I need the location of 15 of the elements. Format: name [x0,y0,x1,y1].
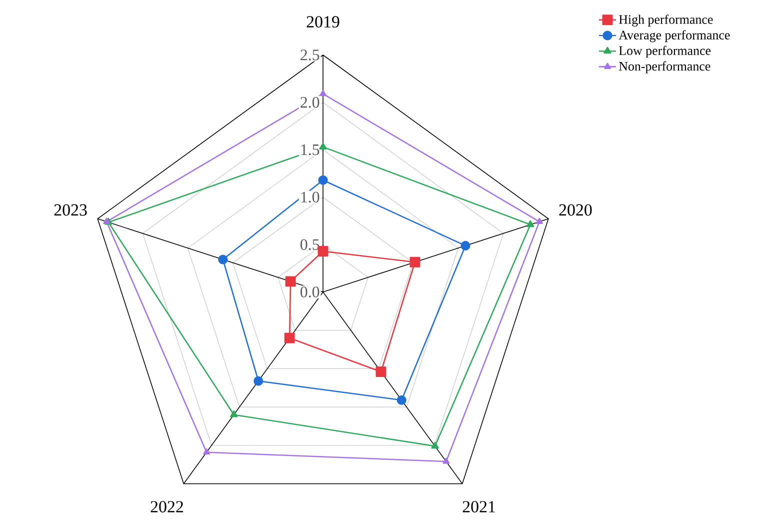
spoke-label: 2023 [54,204,87,216]
y-tick-label: 1.5 [301,144,320,156]
y-tick-label: 2.5 [300,50,320,60]
y-tick-label: 1.0 [301,192,320,203]
spoke-label: 2020 [559,204,592,216]
legend-label: High performance [618,14,713,27]
legend-label: Non-performance [618,61,710,74]
spoke-label: 2021 [462,501,495,512]
y-tick-label: 2.0 [300,96,320,108]
y-tick-label: 0.5 [300,239,320,250]
spoke-label: 2022 [150,501,183,512]
legend-label: Average performance [618,30,730,42]
y-tick-label: 0.0 [300,286,320,298]
spoke-label: 2019 [306,16,340,28]
legend-label: Low performance [618,46,711,58]
